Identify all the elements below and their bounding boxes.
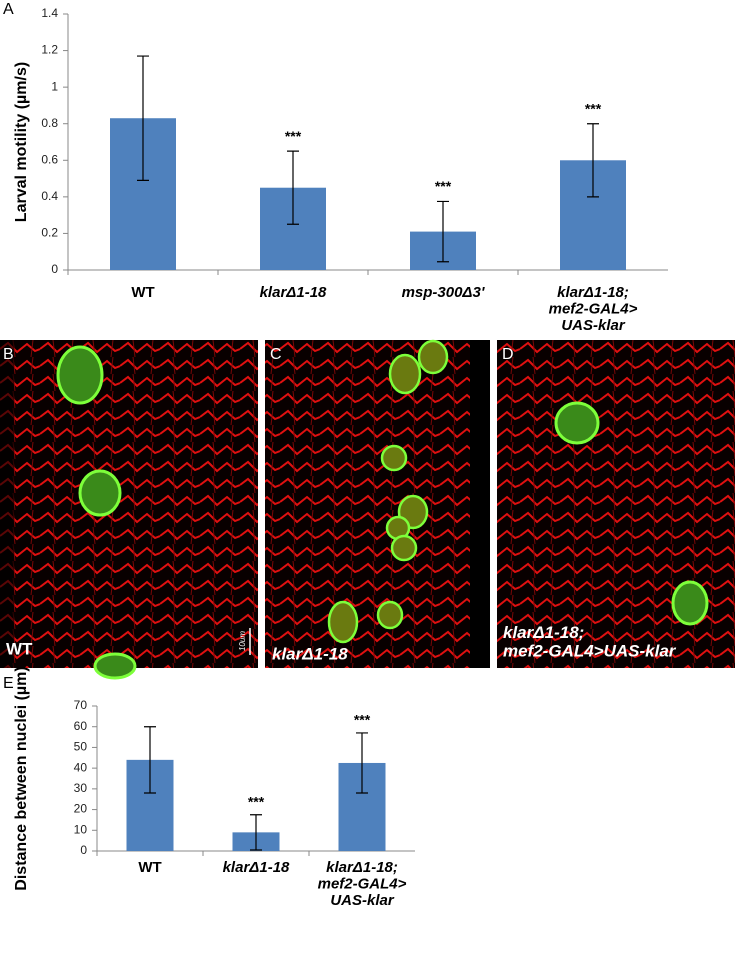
significance-label: *** — [354, 712, 371, 728]
error-bar — [587, 123, 599, 198]
image-caption: klarΔ1-18 — [272, 644, 348, 663]
x-tick-label: klarΔ1-18; mef2-GAL4> UAS-klar — [318, 859, 407, 909]
y-tick-label: 0 — [80, 843, 87, 857]
x-tick-label: klarΔ1-18; mef2-GAL4> UAS-klar — [549, 284, 638, 334]
error-bar — [287, 150, 299, 225]
error-bar — [144, 726, 156, 794]
significance-label: *** — [248, 793, 265, 809]
error-bar — [137, 55, 149, 181]
y-tick-label: 0.6 — [41, 152, 58, 166]
image-caption: klarΔ1-18; mef2-GAL4>UAS-klar — [503, 623, 677, 661]
y-tick-label: 0.2 — [41, 226, 58, 240]
x-tick-label: msp-300Δ3' — [402, 284, 485, 301]
y-tick-label: 1 — [51, 79, 58, 93]
panel-label: E — [3, 675, 14, 692]
error-bar — [250, 814, 262, 851]
y-tick-label: 1.2 — [41, 43, 58, 57]
x-tick-label: WT — [131, 284, 154, 301]
y-tick-label: 70 — [74, 698, 88, 712]
image-caption: WT — [6, 639, 33, 658]
panel-label: C — [270, 346, 282, 363]
micrograph-d — [497, 340, 735, 668]
y-axis-label: Larval motility (µm/s) — [13, 62, 30, 222]
y-tick-label: 30 — [74, 781, 88, 795]
y-tick-label: 40 — [74, 760, 88, 774]
y-tick-label: 0.8 — [41, 116, 58, 130]
micrograph-c — [265, 339, 490, 668]
micrograph-b — [0, 340, 258, 680]
error-bar — [356, 732, 368, 794]
y-tick-label: 50 — [74, 740, 88, 754]
y-axis-label: Distance between nuclei (µm) — [13, 666, 30, 890]
significance-label: *** — [435, 178, 452, 194]
y-tick-label: 10 — [74, 822, 88, 836]
y-tick-label: 60 — [74, 719, 88, 733]
panel-label: A — [3, 1, 14, 18]
x-tick-label: klarΔ1-18 — [223, 859, 290, 876]
y-tick-label: 1.4 — [41, 6, 58, 20]
error-bar — [437, 200, 449, 263]
scale-bar-label: 10um — [238, 631, 247, 651]
significance-label: *** — [285, 128, 302, 144]
y-tick-label: 0 — [51, 262, 58, 276]
panel-label: B — [3, 346, 14, 363]
x-tick-label: WT — [138, 859, 161, 876]
y-tick-label: 20 — [74, 802, 88, 816]
x-tick-label: klarΔ1-18 — [260, 284, 327, 301]
y-tick-label: 0.4 — [41, 189, 58, 203]
panel-label: D — [502, 346, 514, 363]
significance-label: *** — [585, 100, 602, 116]
